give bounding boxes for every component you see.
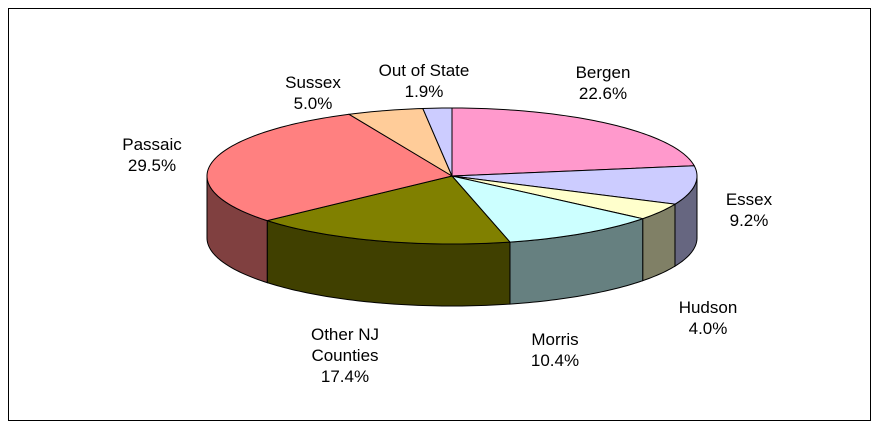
slice [451, 175, 677, 220]
label-value: 9.2% [729, 211, 769, 230]
label-name: Other NJ Counties [310, 324, 380, 365]
data-label: Passaic 29.5% [100, 134, 204, 176]
slice [422, 107, 453, 177]
data-label: Other NJ Counties 17.4% [293, 324, 397, 387]
label-name: Bergen [575, 63, 631, 82]
slice [347, 107, 454, 178]
data-label: Morris 10.4% [503, 329, 607, 371]
slice [265, 175, 511, 245]
label-value: 4.0% [688, 319, 728, 338]
data-label: Essex 9.2% [697, 189, 801, 231]
label-value: 22.6% [578, 84, 628, 103]
label-name: Morris [531, 330, 579, 349]
label-name: Hudson [678, 298, 738, 317]
label-value: 1.9% [404, 82, 444, 101]
slice [206, 113, 454, 222]
chart-frame [8, 8, 871, 421]
data-label: Sussex 5.0% [261, 72, 365, 114]
data-label: Out of State 1.9% [372, 60, 476, 102]
label-value: 29.5% [127, 156, 177, 175]
label-name: Passaic [122, 135, 182, 154]
label-name: Sussex [285, 73, 341, 92]
label-value: 17.4% [320, 366, 370, 386]
label-value: 5.0% [293, 94, 333, 113]
slice [451, 165, 698, 205]
data-label: Bergen 22.6% [551, 62, 655, 104]
label-value: 10.4% [530, 351, 580, 370]
label-name: Essex [725, 190, 773, 209]
label-name: Out of State [378, 61, 470, 80]
slice [450, 175, 645, 243]
slice [451, 107, 696, 177]
data-label: Hudson 4.0% [656, 297, 760, 339]
